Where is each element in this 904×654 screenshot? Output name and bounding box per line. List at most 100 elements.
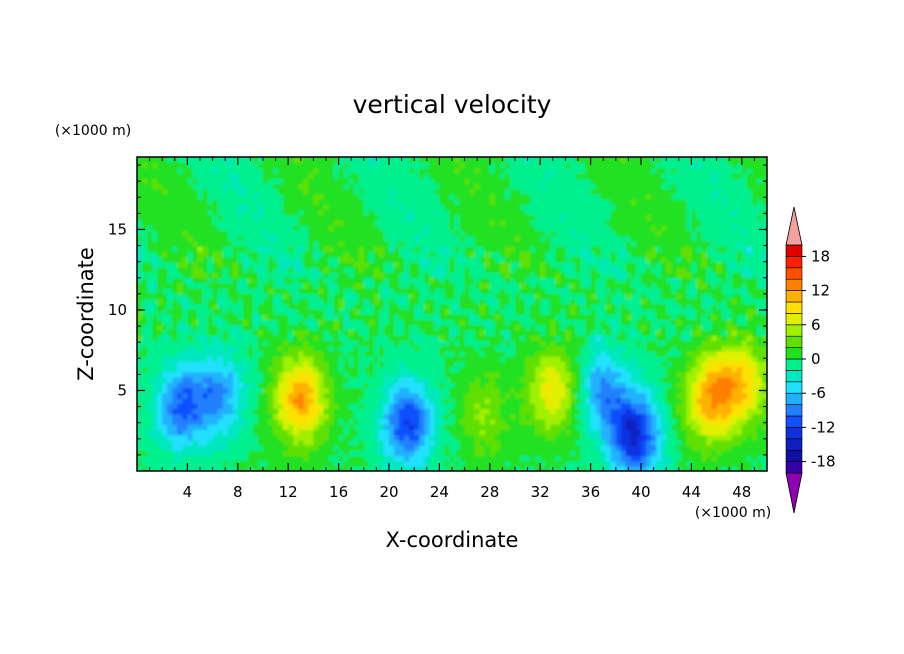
heatmap-cell — [530, 429, 536, 436]
heatmap-cell — [474, 324, 481, 331]
heatmap-cell — [192, 450, 199, 457]
heatmap-cell — [404, 303, 410, 310]
heatmap-cell — [726, 272, 733, 279]
heatmap-cell — [424, 282, 431, 289]
heatmap-cell — [177, 293, 184, 300]
heatmap-cell — [157, 345, 163, 352]
heatmap-cell — [646, 429, 652, 436]
heatmap-cell — [252, 319, 259, 326]
heatmap-cell — [565, 402, 572, 409]
heatmap-cell — [555, 413, 562, 420]
heatmap-cell — [464, 324, 471, 331]
heatmap-cell — [202, 450, 209, 457]
heatmap-field — [137, 157, 767, 471]
heatmap-cell — [751, 450, 758, 457]
heatmap-cell — [676, 261, 683, 268]
heatmap-cell — [268, 402, 274, 409]
heatmap-cell — [489, 314, 496, 321]
heatmap-cell — [590, 376, 597, 383]
heatmap-cell — [237, 266, 244, 273]
heatmap-cell — [348, 460, 355, 467]
heatmap-cell — [580, 314, 587, 321]
heatmap-cell — [237, 397, 244, 404]
heatmap-cell — [701, 402, 708, 409]
heatmap-cell — [464, 455, 471, 462]
heatmap-cell — [152, 429, 158, 436]
heatmap-cell — [575, 282, 582, 289]
heatmap-cell — [761, 293, 767, 300]
heatmap-cell — [671, 324, 678, 331]
heatmap-cell — [217, 277, 224, 284]
heatmap-cell — [268, 266, 274, 273]
heatmap-cell — [600, 450, 607, 457]
heatmap-cell — [177, 382, 184, 389]
heatmap-cell — [620, 371, 627, 378]
heatmap-cell — [212, 450, 219, 457]
heatmap-cell — [635, 366, 642, 373]
heatmap-cell — [368, 418, 375, 425]
heatmap-cell — [429, 423, 436, 430]
heatmap-cell — [273, 455, 279, 462]
heatmap-cell — [540, 450, 547, 457]
heatmap-cell — [701, 366, 708, 373]
heatmap-cell — [499, 413, 506, 420]
heatmap-cell — [247, 293, 254, 300]
heatmap-cell — [137, 376, 143, 383]
heatmap-cell — [187, 439, 194, 446]
heatmap-cell — [741, 355, 748, 362]
heatmap-cell — [263, 361, 269, 368]
heatmap-cell — [157, 324, 163, 331]
heatmap-cell — [681, 413, 688, 420]
heatmap-cell — [610, 324, 617, 331]
heatmap-cell — [197, 324, 204, 331]
heatmap-cell — [288, 293, 295, 300]
heatmap-cell — [484, 371, 491, 378]
heatmap-cell — [353, 418, 360, 425]
heatmap-cell — [182, 324, 189, 331]
heatmap-cell — [515, 366, 521, 373]
heatmap-cell — [298, 329, 305, 336]
heatmap-cell — [424, 423, 431, 430]
heatmap-cell — [535, 266, 541, 273]
heatmap-cell — [358, 455, 365, 462]
heatmap-cell — [444, 382, 451, 389]
heatmap-cell — [711, 334, 718, 341]
heatmap-cell — [661, 282, 667, 289]
heatmap-cell — [515, 282, 521, 289]
heatmap-cell — [237, 319, 244, 326]
heatmap-cell — [701, 423, 708, 430]
heatmap-cell — [278, 355, 284, 362]
heatmap-cell — [368, 303, 375, 310]
heatmap-cell — [257, 293, 264, 300]
heatmap-cell — [741, 366, 748, 373]
heatmap-cell — [550, 450, 557, 457]
heatmap-cell — [278, 392, 284, 399]
heatmap-cell — [353, 345, 360, 352]
heatmap-cell — [706, 366, 713, 373]
heatmap-cell — [651, 329, 657, 336]
heatmap-cell — [610, 444, 617, 451]
heatmap-cell — [580, 387, 587, 394]
heatmap-cell — [414, 392, 421, 399]
heatmap-cell — [434, 382, 441, 389]
heatmap-cell — [137, 361, 143, 368]
heatmap-cell — [368, 371, 375, 378]
heatmap-cell — [600, 303, 607, 310]
heatmap-cell — [489, 455, 496, 462]
heatmap-cell — [625, 402, 632, 409]
heatmap-cell — [303, 371, 310, 378]
heatmap-cell — [530, 361, 536, 368]
heatmap-cell — [630, 277, 637, 284]
heatmap-cell — [746, 455, 753, 462]
heatmap-cell — [530, 366, 536, 373]
heatmap-cell — [469, 277, 476, 284]
heatmap-cell — [278, 261, 284, 268]
heatmap-cell — [600, 272, 607, 279]
heatmap-cell — [741, 423, 748, 430]
heatmap-cell — [494, 402, 501, 409]
heatmap-cell — [736, 282, 743, 289]
heatmap-cell — [212, 298, 219, 305]
heatmap-cell — [545, 287, 552, 294]
heatmap-cell — [444, 355, 451, 362]
heatmap-cell — [142, 444, 148, 451]
